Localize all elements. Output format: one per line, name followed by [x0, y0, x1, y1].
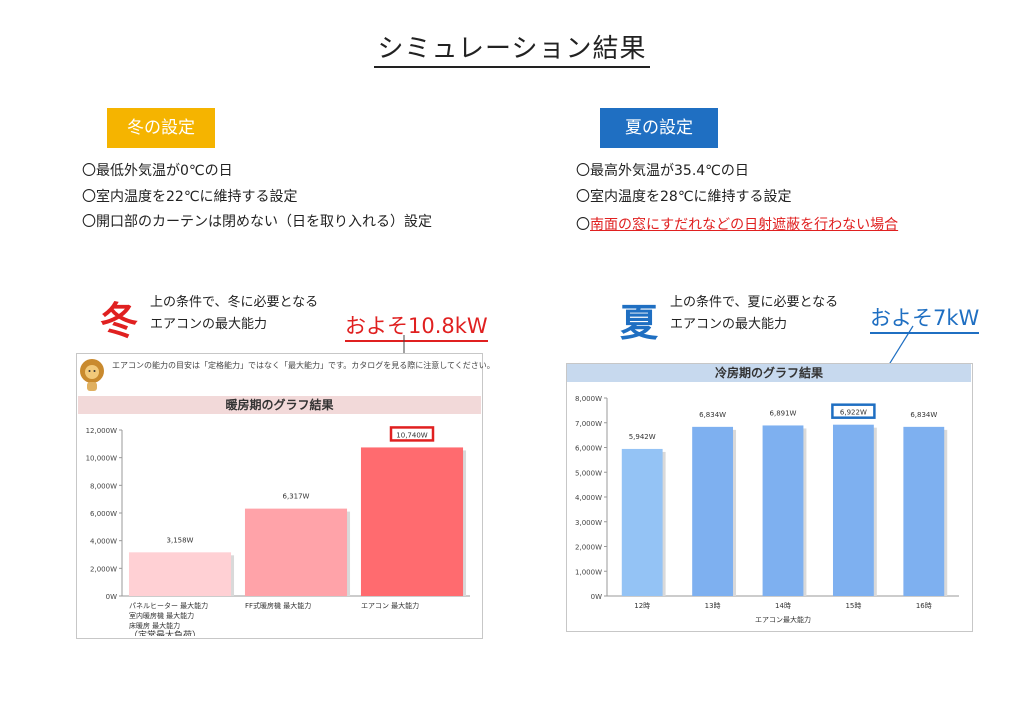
- winter-bar-chart: 0W 2,000W 4,000W 6,000W 8,000W 10,000W 12,000W…: [86, 426, 470, 636]
- winter-bar-value-label: 3,158W: [167, 536, 194, 544]
- winter-bar: [244, 508, 348, 596]
- winter-kanji: 冬: [100, 299, 139, 343]
- summer-chart-title: 冷房期のグラフ結果: [567, 364, 971, 382]
- summer-category-label: 15時: [845, 602, 861, 610]
- summer-settings-badge: 夏の設定: [600, 108, 718, 148]
- summer-category-label: 16時: [916, 602, 932, 610]
- summer-category-label: 14時: [775, 602, 791, 610]
- summer-approx-value: およそ7kW: [870, 302, 980, 334]
- winter-y-tick-label: 12,000W: [86, 427, 117, 435]
- winter-bar-value-label: 6,317W: [283, 493, 310, 501]
- summer-lead-1: 上の条件で、夏に必要となる: [670, 295, 839, 310]
- winter-bar-value-label: 10,740W: [396, 431, 427, 439]
- summer-y-tick-label: 8,000W: [575, 395, 602, 403]
- winter-category-label: FF式暖房機 最大能力: [245, 601, 311, 610]
- winter-chart-title: 暖房期のグラフ結果: [78, 396, 481, 414]
- summer-y-tick-label: 1,000W: [575, 568, 602, 576]
- summer-bar: [903, 426, 945, 596]
- summer-bar: [832, 424, 874, 596]
- lion-mascot-icon: [78, 358, 106, 392]
- winter-condition-1: 〇最低外気温が0℃の日: [82, 163, 233, 179]
- winter-y-tick-label: 2,000W: [90, 565, 117, 573]
- winter-y-tick-label: 6,000W: [90, 510, 117, 518]
- summer-y-tick-label: 5,000W: [575, 469, 602, 477]
- winter-condition-3: 〇開口部のカーテンは閉めない（日を取り入れる）設定: [82, 214, 432, 230]
- winter-condition-2: 〇室内温度を22℃に維持する設定: [82, 189, 298, 205]
- summer-bar-chart: 0W 1,000W 2,000W 3,000W 4,000W 5,000W 6,000W 7,…: [575, 395, 959, 624]
- winter-category-label: 室内暖房機 最大能力: [129, 611, 194, 620]
- summer-y-tick-label: 4,000W: [575, 494, 602, 502]
- summer-bar: [762, 425, 804, 596]
- summer-y-tick-label: 2,000W: [575, 544, 602, 552]
- summer-lead-2: エアコンの最大能力: [670, 317, 788, 332]
- summer-category-label: 13時: [705, 602, 721, 610]
- winter-lead-1: 上の条件で、冬に必要となる: [150, 295, 319, 310]
- winter-y-tick-label: 0W: [106, 593, 117, 601]
- winter-chart-note: エアコンの能力の目安は「定格能力」ではなく「最大能力」です。カタログを見る際に注…: [112, 361, 495, 370]
- summer-bar: [621, 448, 663, 596]
- summer-y-tick-label: 0W: [591, 593, 602, 601]
- summer-condition-3-prefix: 〇: [576, 217, 590, 233]
- summer-bar: [692, 426, 734, 596]
- summer-highlight-box: [831, 403, 876, 419]
- summer-bar-value-label: 6,834W: [699, 411, 726, 419]
- summer-condition-2: 〇室内温度を28℃に維持する設定: [576, 189, 792, 205]
- summer-x-axis-title: エアコン最大能力: [755, 615, 811, 624]
- winter-bar: [128, 552, 232, 596]
- summer-category-label: 12時: [634, 602, 650, 610]
- winter-settings-badge: 冬の設定: [107, 108, 215, 148]
- winter-highlight-box: [389, 426, 435, 442]
- winter-y-tick-label: 10,000W: [86, 455, 117, 463]
- winter-category-label: 床暖房 最大能力: [129, 621, 180, 630]
- summer-y-tick-label: 7,000W: [575, 420, 602, 428]
- summer-y-tick-label: 3,000W: [575, 519, 602, 527]
- winter-y-tick-label: 4,000W: [90, 538, 117, 546]
- page-title: シミュレーション結果: [0, 28, 1024, 68]
- winter-category-label: （定常最大負荷）: [129, 629, 201, 636]
- summer-condition-1: 〇最高外気温が35.4℃の日: [576, 163, 749, 179]
- page-title-text: シミュレーション結果: [373, 34, 651, 68]
- summer-y-tick-label: 6,000W: [575, 445, 602, 453]
- summer-bar-value-label: 5,942W: [629, 433, 656, 441]
- winter-y-tick-label: 8,000W: [90, 482, 117, 490]
- summer-bar-value-label: 6,922W: [840, 409, 867, 417]
- winter-category-label: エアコン 最大能力: [361, 601, 419, 610]
- summer-kanji: 夏: [620, 301, 659, 345]
- summer-bar-value-label: 6,891W: [770, 409, 797, 417]
- winter-approx-value: およそ10.8kW: [345, 310, 488, 342]
- winter-category-label: パネルヒーター 最大能力: [129, 601, 208, 610]
- summer-condition-3: 〇南面の窓にすだれなどの日射遮蔽を行わない場合: [576, 212, 898, 238]
- summer-condition-3-red: 南面の窓にすだれなどの日射遮蔽を行わない場合: [590, 217, 899, 233]
- summer-bar-value-label: 6,834W: [910, 411, 937, 419]
- winter-bar: [360, 447, 464, 596]
- winter-lead-2: エアコンの最大能力: [150, 317, 268, 332]
